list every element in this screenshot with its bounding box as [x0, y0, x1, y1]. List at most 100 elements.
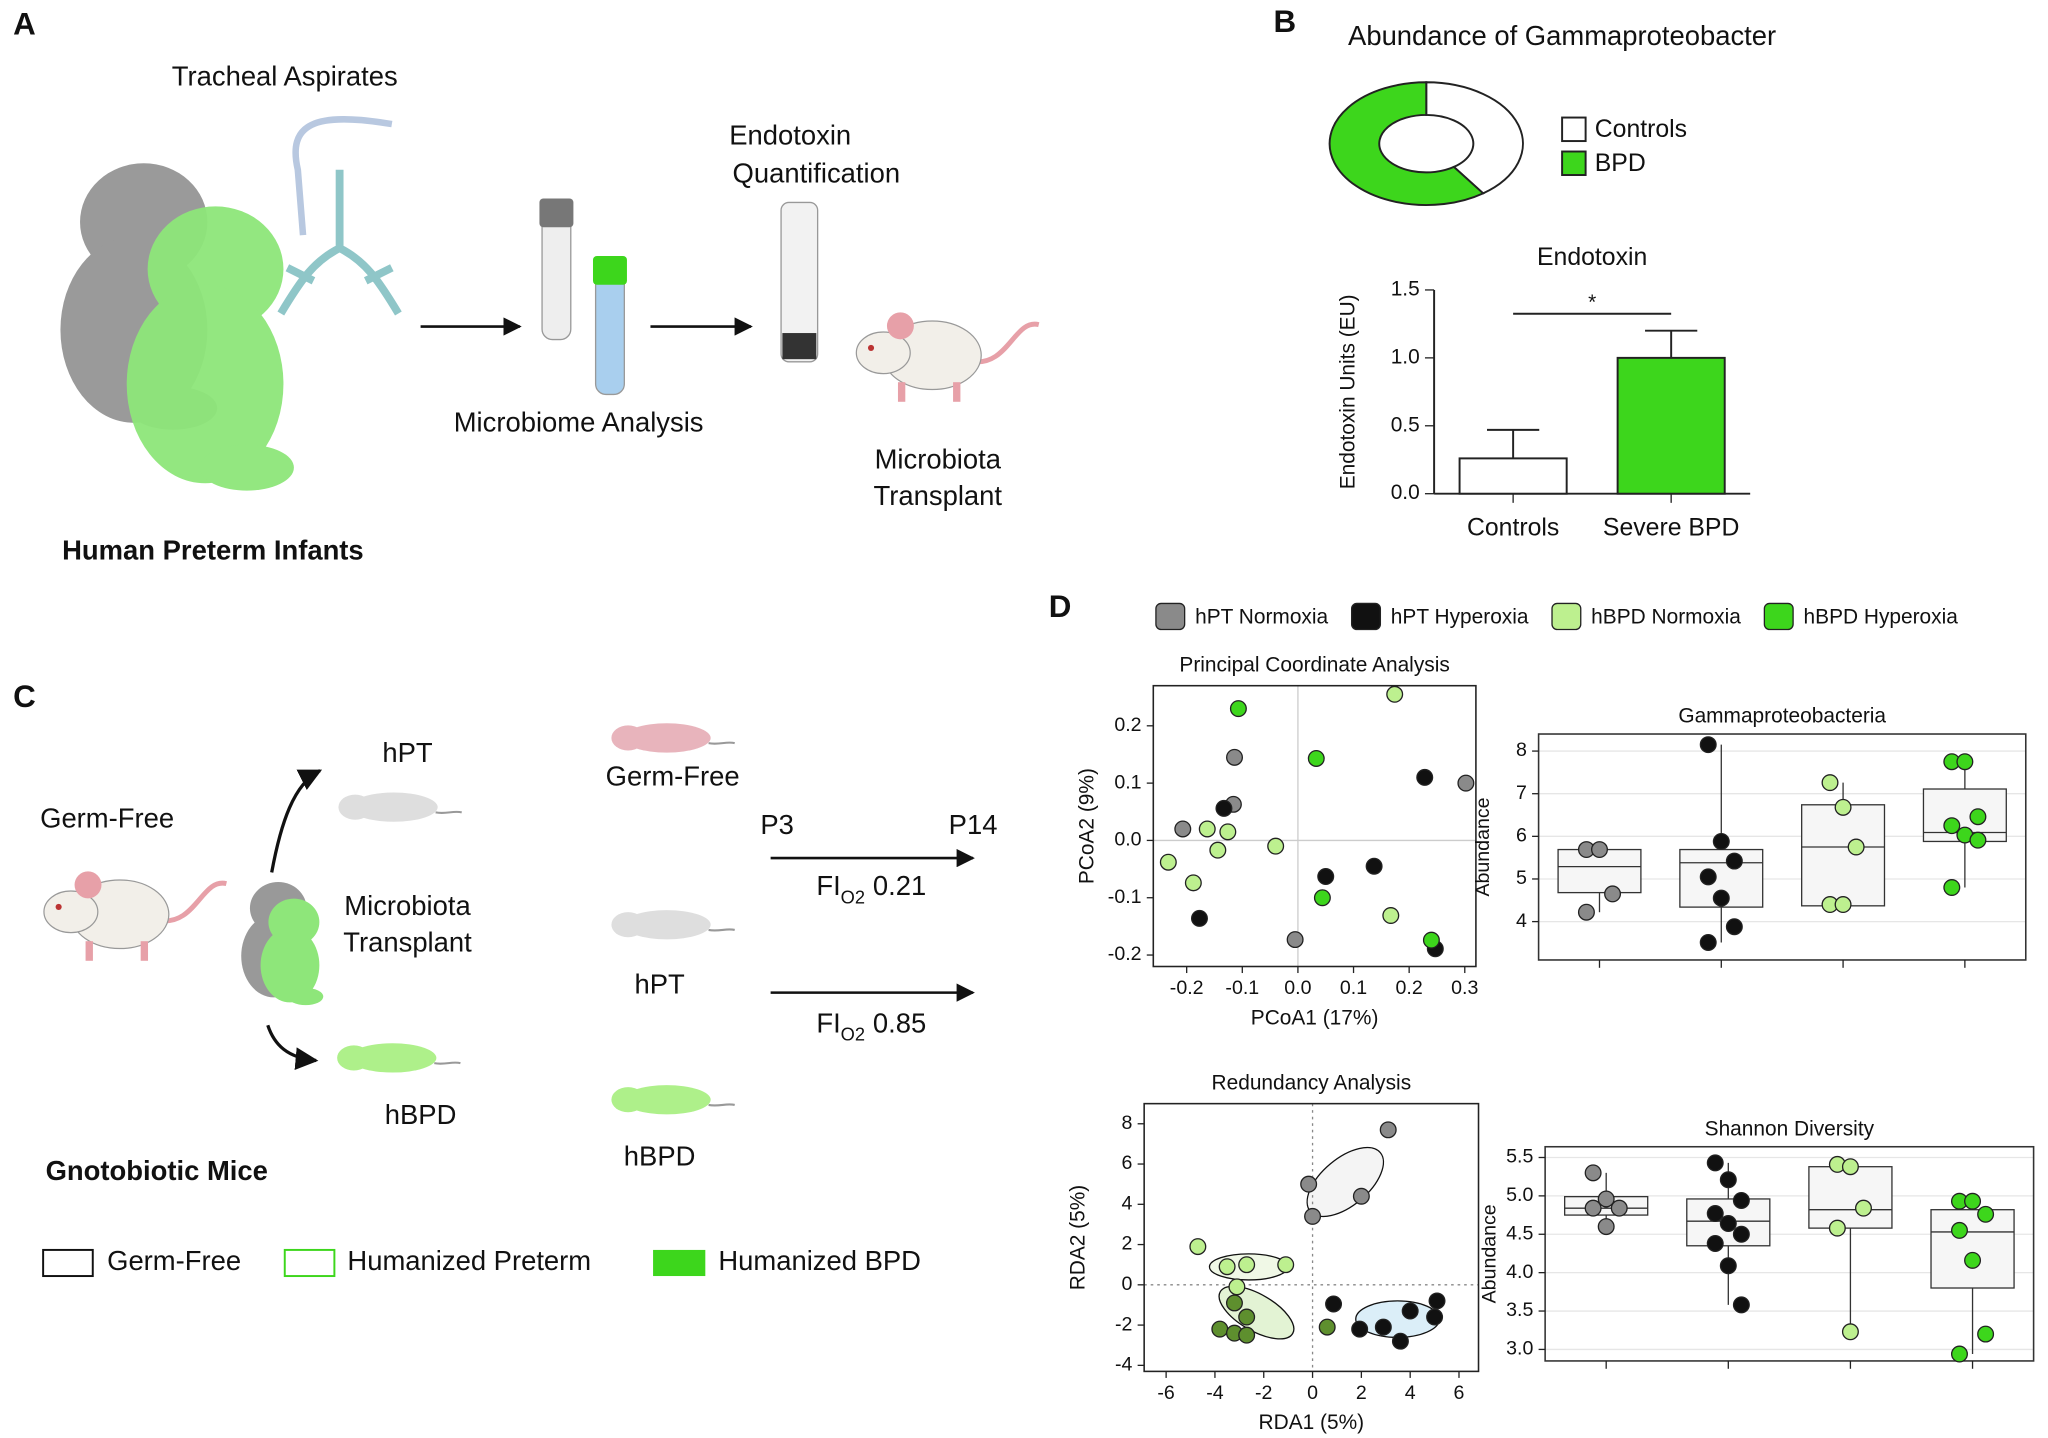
- y-tick-label: 5.5: [1506, 1146, 1533, 1168]
- point: [1391, 1332, 1409, 1350]
- point: [1956, 753, 1974, 771]
- label: Microbiome Analysis: [454, 407, 704, 438]
- label: Microbiota: [875, 443, 1002, 474]
- label: hBPD: [385, 1099, 457, 1130]
- legend-swatch: [42, 1248, 94, 1278]
- point: [1304, 1207, 1322, 1225]
- label: Transplant: [874, 480, 1003, 511]
- legend-swatch: [1551, 602, 1582, 631]
- point: [1457, 774, 1475, 792]
- point: [1190, 909, 1208, 927]
- point: [1379, 1121, 1397, 1139]
- point: [1977, 1205, 1995, 1223]
- y-axis-label: Abundance: [1472, 797, 1494, 896]
- label: Germ-Free: [606, 761, 740, 792]
- chart-title: Redundancy Analysis: [1212, 1072, 1412, 1095]
- y-tick-label: 8: [1516, 739, 1527, 761]
- y-tick-label: 0.5: [1391, 413, 1420, 436]
- tube-illustration: [292, 116, 393, 236]
- label: P14: [949, 809, 998, 840]
- x-tick-label: 6: [1454, 1382, 1465, 1404]
- y-tick-label: -2: [1115, 1313, 1132, 1335]
- point: [1732, 1296, 1750, 1314]
- point: [1732, 1191, 1750, 1209]
- arrow: [270, 769, 323, 873]
- label: hPT: [634, 968, 685, 999]
- arrow: [266, 1024, 319, 1071]
- label: Germ-Free: [40, 802, 174, 833]
- tube-content: [782, 333, 817, 360]
- x-tick-label: 0.3: [1451, 977, 1478, 999]
- point: [1374, 1318, 1392, 1336]
- x-tick-label: -6: [1157, 1382, 1175, 1404]
- infant-illustration: [126, 206, 294, 491]
- legend-label: hBPD Hyperoxia: [1804, 605, 1959, 628]
- point: [1307, 749, 1325, 767]
- y-axis-label: RDA2 (5%): [1066, 1185, 1089, 1291]
- y-tick-label: 8: [1122, 1112, 1133, 1134]
- x-axis-label: PCoA1 (17%): [1251, 1006, 1379, 1029]
- point: [1841, 1158, 1859, 1176]
- point: [1351, 1320, 1369, 1338]
- point: [1198, 820, 1216, 838]
- bar: [1458, 457, 1568, 495]
- plot-frame: [1537, 733, 2027, 961]
- chart-title: Gammaproteobacteria: [1678, 705, 1886, 728]
- point: [1943, 879, 1961, 896]
- point: [1286, 931, 1304, 949]
- panel-label: A: [13, 6, 36, 41]
- fio2-label: FIO2 0.85: [816, 1008, 926, 1045]
- panel-label: D: [1049, 589, 1072, 624]
- mouse-illustration: [856, 312, 1038, 401]
- pie-slice: [1328, 81, 1485, 206]
- chart-title: Shannon Diversity: [1705, 1117, 1875, 1140]
- point: [1401, 1302, 1419, 1320]
- point: [1943, 817, 1961, 835]
- point: [1184, 874, 1202, 892]
- lung-illustration: [277, 169, 402, 316]
- legend-label: Controls: [1595, 116, 1687, 143]
- label: hPT: [382, 737, 433, 768]
- point: [1597, 1218, 1615, 1236]
- point: [1211, 1320, 1229, 1338]
- legend-swatch: [1561, 150, 1587, 176]
- legend-label: Humanized Preterm: [347, 1245, 591, 1276]
- point: [1821, 774, 1839, 792]
- x-tick-label: 0.1: [1340, 977, 1367, 999]
- point: [1706, 1154, 1724, 1172]
- panel-label: C: [13, 679, 36, 714]
- point: [1854, 1199, 1872, 1217]
- point: [1706, 1234, 1724, 1252]
- legend-swatch: [1561, 116, 1587, 143]
- fio2-value: 0.85: [873, 1008, 926, 1039]
- point: [1950, 1221, 1968, 1239]
- point: [1209, 841, 1227, 859]
- y-tick-label: 0.0: [1391, 481, 1420, 504]
- point: [1964, 1251, 1982, 1269]
- y-tick-label: 0.1: [1114, 771, 1141, 793]
- box: [1801, 804, 1886, 907]
- tube-cap: [539, 198, 574, 228]
- point: [1610, 1199, 1628, 1217]
- point: [1584, 1164, 1602, 1182]
- label: Quantification: [733, 157, 901, 188]
- point: [1365, 857, 1383, 875]
- point: [1732, 1225, 1750, 1243]
- point: [1712, 832, 1730, 850]
- y-tick-label: 4: [1122, 1192, 1133, 1214]
- y-axis-label: Endotoxin Units (EU): [1337, 294, 1360, 489]
- y-tick-label: -0.2: [1108, 943, 1142, 965]
- box: [1808, 1166, 1893, 1229]
- y-tick-label: 3.5: [1506, 1299, 1533, 1321]
- point: [1300, 1175, 1318, 1193]
- legend-label: hPT Normoxia: [1195, 605, 1328, 628]
- legend-label: hPT Hyperoxia: [1391, 605, 1529, 628]
- point: [1238, 1256, 1256, 1274]
- label: P3: [760, 809, 794, 840]
- chart-title: Principal Coordinate Analysis: [1179, 654, 1449, 677]
- legend-swatch: [653, 1249, 706, 1277]
- legend-label: Humanized BPD: [718, 1245, 921, 1276]
- point: [1352, 1187, 1370, 1205]
